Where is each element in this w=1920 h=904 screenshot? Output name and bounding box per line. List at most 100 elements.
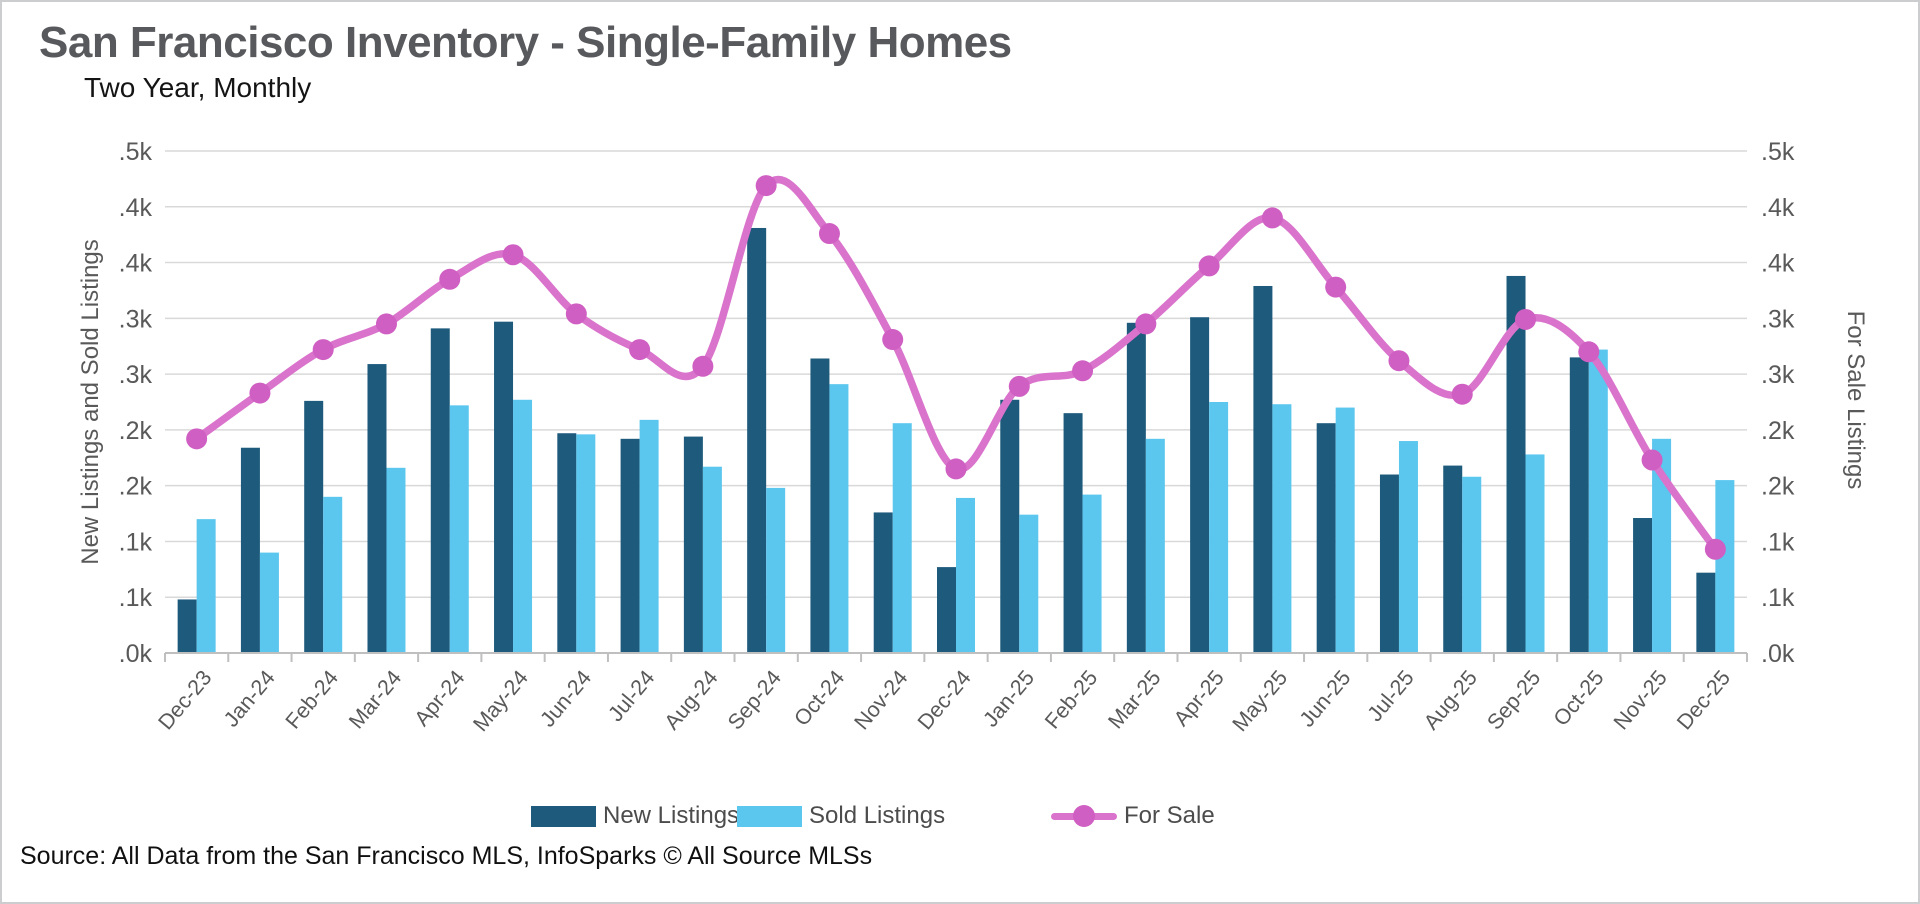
- for-sale-point: [1261, 207, 1283, 229]
- y-axis-label-left: .4k: [119, 194, 153, 222]
- for-sale-point: [1451, 383, 1473, 405]
- y-axis-label-right: .3k: [1761, 305, 1795, 333]
- legend-item-sold-listings: Sold Listings: [737, 799, 945, 833]
- x-axis-label: Jul-24: [603, 666, 659, 726]
- sold-listings-bar: [829, 384, 849, 653]
- y-axis-label-right: .4k: [1761, 250, 1795, 278]
- for-sale-point: [439, 268, 461, 290]
- y-axis-label-left: .1k: [119, 584, 153, 612]
- for-sale-point: [629, 339, 651, 361]
- sold-listings-bar: [323, 496, 343, 653]
- y-axis-label-right: .5k: [1761, 138, 1795, 166]
- x-axis-label: Sep-25: [1482, 666, 1545, 735]
- new-listings-bar: [1569, 357, 1589, 653]
- new-listings-bar: [1443, 465, 1463, 653]
- for-sale-point: [882, 329, 904, 351]
- x-axis-label: Oct-24: [789, 666, 849, 731]
- x-axis-label: Dec-24: [913, 666, 976, 735]
- x-axis-label: May-25: [1228, 666, 1292, 736]
- for-sale-point: [565, 303, 587, 325]
- sold-listings-bar: [1588, 349, 1608, 653]
- for-sale-point: [1388, 350, 1410, 372]
- x-axis-label: Sep-24: [723, 666, 786, 735]
- for-sale-point: [1704, 538, 1726, 560]
- new-listings-bar: [1316, 423, 1336, 653]
- for-sale-point: [249, 382, 271, 404]
- x-axis-label: Feb-24: [281, 666, 343, 734]
- new-listings-bar: [430, 328, 450, 653]
- y-axis-label-right: .4k: [1761, 194, 1795, 222]
- sold-listings-bar: [956, 497, 975, 653]
- for-sale-point: [818, 223, 840, 245]
- y-axis-label-left: .3k: [119, 361, 153, 389]
- y-axis-label-left: .2k: [119, 417, 153, 445]
- x-axis-label: Aug-24: [660, 666, 723, 735]
- sold-listings-swatch: [737, 805, 802, 827]
- for-sale-point: [312, 339, 334, 361]
- legend-label: For Sale: [1124, 802, 1215, 829]
- new-listings-bar: [494, 321, 514, 653]
- y-axis-label-right: .1k: [1761, 528, 1795, 556]
- x-axis-label: Nov-25: [1609, 666, 1672, 735]
- for-sale-point: [1008, 375, 1030, 397]
- new-listings-bar: [1506, 275, 1526, 653]
- page-title: San Francisco Inventory - Single-Family …: [39, 18, 1012, 67]
- x-axis-label: Nov-24: [850, 666, 913, 735]
- page-subtitle: Two Year, Monthly: [84, 72, 312, 103]
- sold-listings-bar: [196, 519, 216, 653]
- sold-listings-bar: [1525, 454, 1545, 653]
- sold-listings-bar: [1715, 480, 1735, 653]
- for-sale-point: [755, 175, 777, 197]
- for-sale-point: [1198, 255, 1220, 277]
- x-axis-label: Mar-25: [1104, 666, 1166, 734]
- left-axis-title: New Listings and Sold Listings: [77, 239, 104, 565]
- sold-listings-bar: [766, 487, 786, 653]
- new-listings-bar: [937, 567, 956, 653]
- new-listings-bar: [747, 227, 767, 653]
- sold-listings-bar: [513, 399, 533, 653]
- for-sale-point: [692, 355, 714, 377]
- right-axis-title: For Sale Listings: [1842, 311, 1869, 490]
- new-listings-bar: [557, 433, 577, 653]
- y-axis-label-left: .1k: [119, 528, 153, 556]
- new-listings-bar: [177, 599, 197, 653]
- legend-item-new-listings: New Listings: [531, 799, 739, 833]
- new-listings-bar: [367, 364, 387, 653]
- x-axis-label: Jun-24: [536, 666, 597, 732]
- new-listings-bar: [304, 400, 324, 653]
- y-axis-label-left: .3k: [119, 305, 153, 333]
- x-axis-label: Oct-25: [1549, 666, 1609, 731]
- y-axis-label-right: .2k: [1761, 417, 1795, 445]
- sold-listings-bar: [1335, 407, 1355, 653]
- for-sale-point: [1072, 360, 1094, 382]
- new-listings-bar: [1633, 518, 1653, 653]
- new-listings-bar: [620, 438, 640, 653]
- for-sale-point: [1578, 341, 1600, 363]
- x-axis-label: Apr-25: [1169, 666, 1229, 731]
- x-axis-label: Apr-24: [410, 666, 470, 731]
- new-listings-bar: [1126, 322, 1146, 653]
- legend-item-for-sale: For Sale: [1051, 799, 1215, 833]
- new-listings-swatch: [531, 805, 596, 827]
- sold-listings-bar: [892, 423, 912, 653]
- new-listings-bar: [810, 358, 830, 653]
- sold-listings-bar: [639, 419, 659, 653]
- legend-label: Sold Listings: [809, 802, 946, 829]
- for-sale-point: [945, 458, 967, 480]
- new-listings-bar: [1190, 317, 1210, 653]
- for-sale-point: [375, 313, 397, 335]
- sold-listings-bar: [259, 552, 279, 653]
- sold-listings-bar: [1145, 438, 1165, 653]
- new-listings-bar: [683, 436, 703, 653]
- sold-listings-bar: [1019, 514, 1039, 653]
- x-axis-label: Jan-25: [978, 666, 1039, 732]
- x-axis-label: Mar-24: [344, 666, 406, 734]
- x-axis-label: Dec-25: [1672, 666, 1735, 735]
- y-axis-label-right: .3k: [1761, 361, 1795, 389]
- x-axis-label: Dec-23: [154, 666, 217, 735]
- for-sale-point: [1325, 276, 1347, 298]
- new-listings-bar: [873, 512, 893, 653]
- x-axis-label: Jul-25: [1363, 666, 1419, 726]
